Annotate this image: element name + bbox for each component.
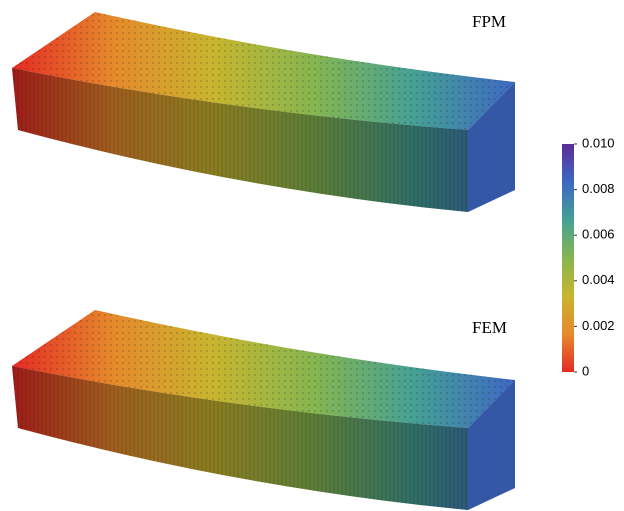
colorbar-tick-label: 0.006 xyxy=(582,227,615,242)
colorbar-tick-label: 0.010 xyxy=(582,135,615,150)
page: FPM FEM 00.0020.0040.0060.0080.010 (() =… xyxy=(0,0,624,511)
figure: FPM FEM 0 0.002 0.004 0.006 0.008 0.010 xyxy=(0,0,624,511)
colorbar-tick-label: 0.004 xyxy=(582,272,615,287)
colorbar-tick-label: 0.002 xyxy=(582,318,615,333)
panel-label: FPM xyxy=(472,12,506,31)
colorbar-tick-label: 0.008 xyxy=(582,181,615,196)
colorbar xyxy=(562,144,574,372)
colorbar-tick-label: 0 xyxy=(582,363,589,378)
panel-label: FEM xyxy=(472,318,507,337)
